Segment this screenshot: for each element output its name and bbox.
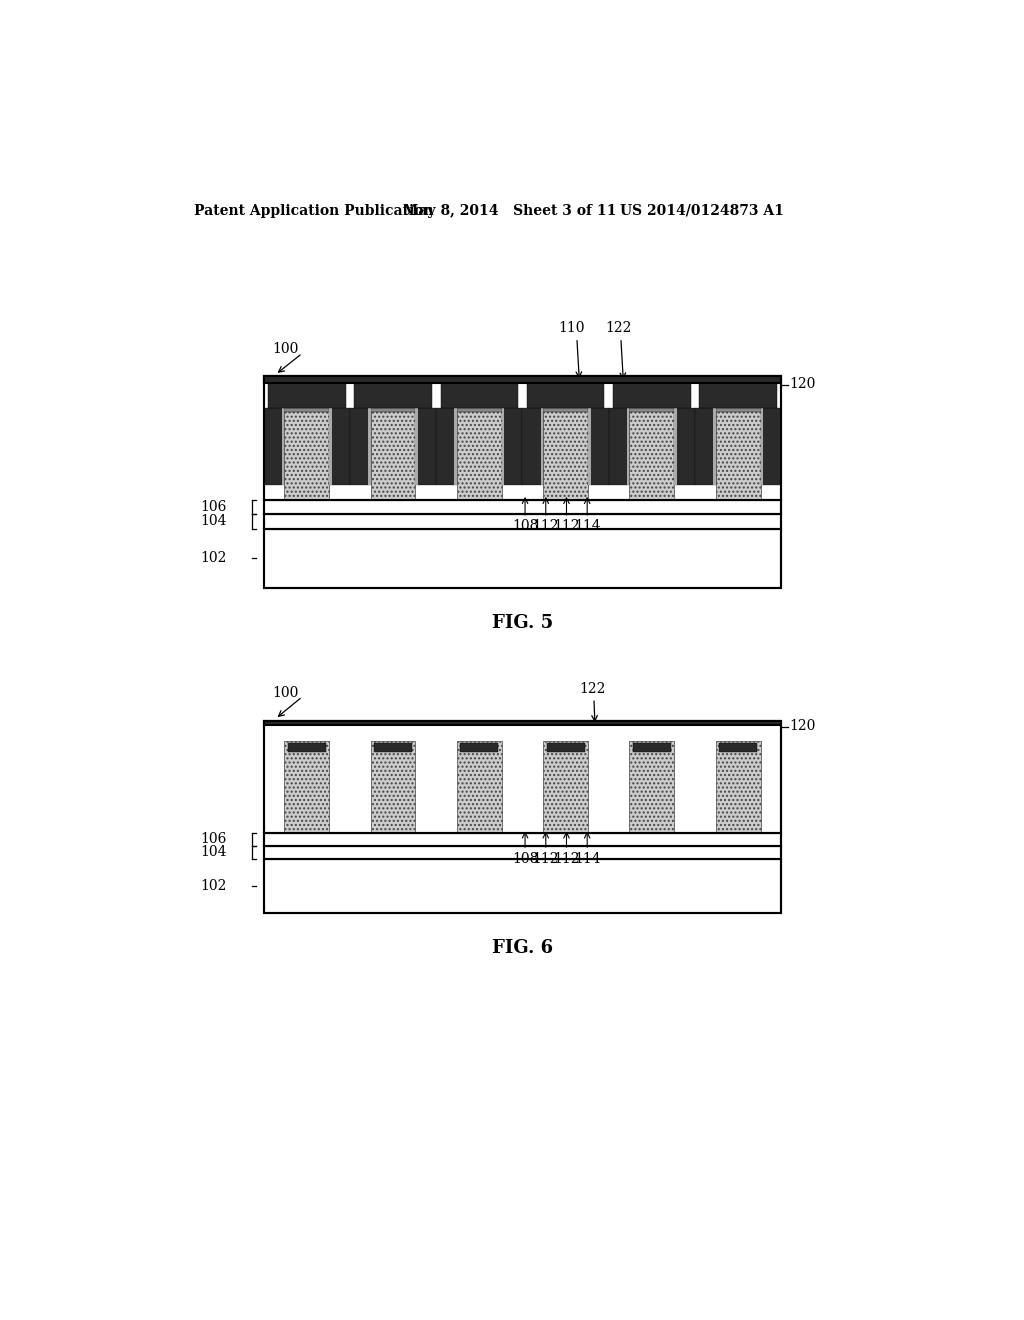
Bar [633,743,671,752]
Bar [263,376,781,383]
Text: 114: 114 [573,520,600,533]
Bar [263,721,781,725]
Bar [713,408,716,486]
Bar [540,408,592,412]
Bar [627,408,630,486]
Bar [716,399,761,500]
Bar [502,408,522,486]
Text: 120: 120 [790,376,815,391]
Text: 102: 102 [200,552,226,565]
Text: 114: 114 [573,851,600,866]
Text: FIG. 5: FIG. 5 [492,614,553,632]
Text: 104: 104 [200,515,226,528]
Bar [675,408,677,486]
Bar [626,408,678,412]
Bar [460,743,499,752]
Bar [457,741,502,833]
Bar [541,408,543,486]
Text: 100: 100 [272,686,299,700]
Bar [695,408,716,486]
Text: 108: 108 [512,851,539,866]
Bar [436,408,457,486]
Bar [371,399,416,500]
Text: 112: 112 [532,851,559,866]
Bar [368,408,419,412]
Text: Patent Application Publication: Patent Application Publication [194,203,433,218]
Bar [457,399,502,500]
Bar [263,721,781,913]
Bar [588,408,608,486]
Bar [416,408,418,486]
Bar [263,376,781,589]
Bar [613,383,691,408]
Bar [675,408,695,486]
Bar [285,741,329,833]
Bar [608,408,630,486]
Bar [288,743,326,752]
Bar [354,383,432,408]
Text: 100: 100 [272,342,299,356]
Bar [522,408,543,486]
Text: US 2014/0124873 A1: US 2014/0124873 A1 [621,203,784,218]
Bar [416,408,436,486]
Bar [263,376,781,500]
Bar [761,408,763,486]
Bar [263,529,781,589]
Text: 104: 104 [200,845,226,859]
Text: 110: 110 [558,322,585,335]
Text: 106: 106 [200,833,226,846]
Bar [263,513,781,529]
Bar [329,408,350,486]
Text: 112: 112 [532,520,559,533]
Text: 106: 106 [200,500,226,513]
Bar [713,408,764,412]
Bar [371,741,416,833]
Bar [263,859,781,913]
Text: 122: 122 [580,682,605,696]
Bar [263,833,781,846]
Text: 102: 102 [200,879,226,894]
Bar [281,408,333,412]
Bar [368,408,371,486]
Bar [761,408,781,486]
Text: May 8, 2014   Sheet 3 of 11: May 8, 2014 Sheet 3 of 11 [403,203,616,218]
Text: FIG. 6: FIG. 6 [492,939,553,957]
Text: 112: 112 [553,520,580,533]
Text: 108: 108 [512,520,539,533]
Text: 120: 120 [790,719,815,734]
Bar [350,408,371,486]
Bar [440,383,518,408]
Bar [263,721,781,833]
Bar [547,743,585,752]
Bar [716,741,761,833]
Bar [454,408,505,412]
Bar [630,399,675,500]
Text: 112: 112 [553,851,580,866]
Bar [543,399,588,500]
Bar [502,408,505,486]
Bar [543,741,588,833]
Bar [263,846,781,859]
Bar [699,383,777,408]
Bar [630,741,675,833]
Bar [263,408,285,486]
Bar [329,408,332,486]
Bar [588,408,591,486]
Bar [282,408,285,486]
Bar [526,383,604,408]
Bar [268,383,345,408]
Bar [719,743,758,752]
Text: 122: 122 [605,322,632,335]
Bar [455,408,457,486]
Bar [374,743,412,752]
Bar [263,500,781,513]
Bar [285,399,329,500]
